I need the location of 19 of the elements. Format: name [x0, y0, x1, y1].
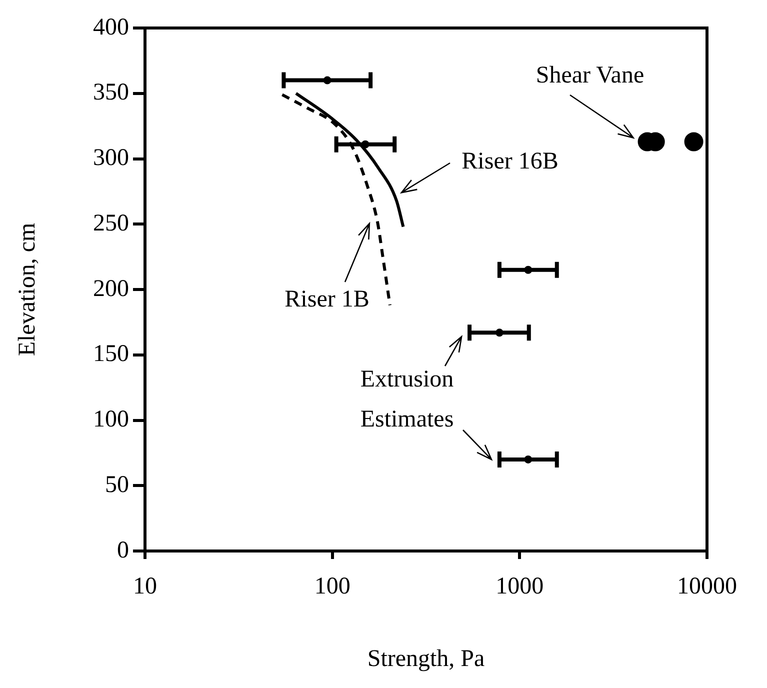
x-tick-label: 10000 [677, 574, 737, 600]
y-tick-label: 0 [117, 537, 129, 564]
legend-label: Riser 16B [462, 148, 558, 174]
x-tick-label: 10 [133, 574, 157, 600]
y-tick-label: 300 [93, 145, 129, 172]
y-tick-label: 100 [93, 406, 129, 433]
y-tick-label: 400 [93, 14, 129, 40]
series-label: Shear Vane [536, 62, 644, 88]
y-tick-label: 50 [105, 472, 129, 498]
y-tick-label: 350 [93, 80, 129, 106]
y-axis-title: Elevation, cm [14, 222, 41, 356]
y-tick-label: 200 [93, 276, 129, 302]
text: Extrusion Estimates [360, 366, 454, 432]
y-tick-label: 150 [93, 341, 129, 368]
series-label: Riser 1B [284, 286, 370, 312]
y-tick-label: 250 [93, 210, 129, 236]
x-axis-title: Strength, Pa [367, 646, 486, 672]
x-tick-label: 1000 [496, 574, 544, 600]
x-tick-label: 100 [314, 574, 350, 600]
